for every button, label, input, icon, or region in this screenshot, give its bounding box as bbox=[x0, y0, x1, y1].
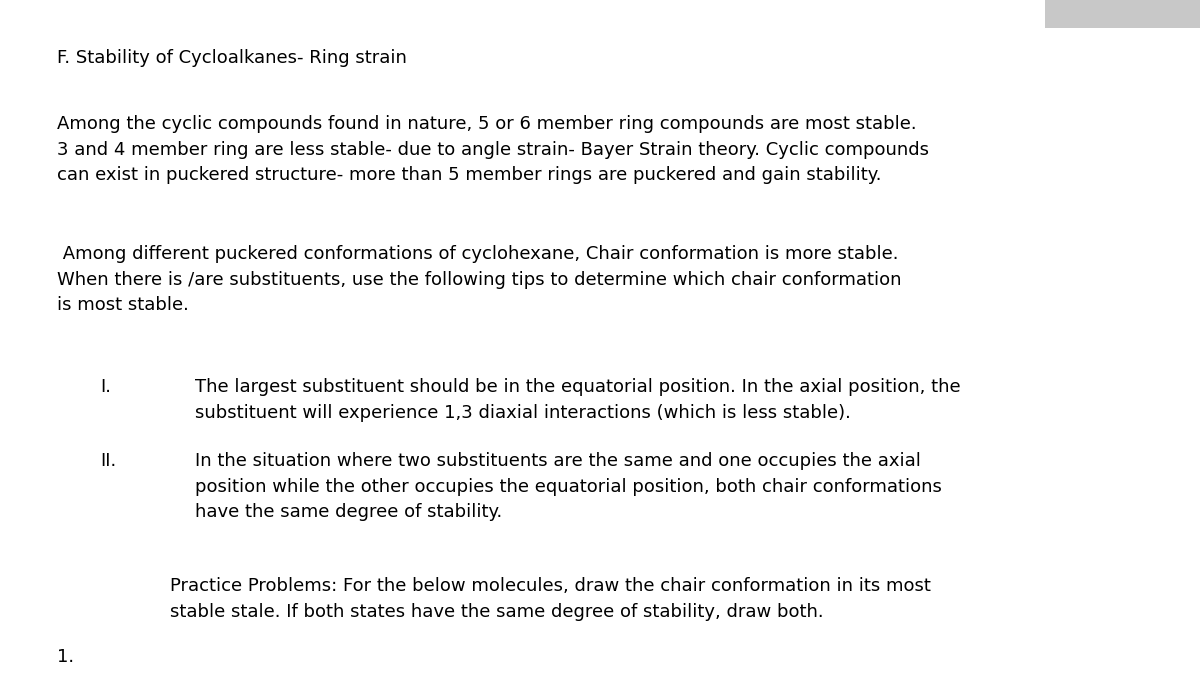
Text: Practice Problems: For the below molecules, draw the chair conformation in its m: Practice Problems: For the below molecul… bbox=[170, 577, 931, 621]
Text: In the situation where two substituents are the same and one occupies the axial
: In the situation where two substituents … bbox=[194, 452, 942, 522]
Text: Among different puckered conformations of cyclohexane, Chair conformation is mor: Among different puckered conformations o… bbox=[58, 245, 901, 314]
Text: 1.: 1. bbox=[58, 648, 74, 666]
Text: The largest substituent should be in the equatorial position. In the axial posit: The largest substituent should be in the… bbox=[194, 378, 961, 421]
Text: I.: I. bbox=[100, 378, 112, 396]
Bar bbox=[1045, 0, 1200, 28]
Text: F. Stability of Cycloalkanes- Ring strain: F. Stability of Cycloalkanes- Ring strai… bbox=[58, 49, 407, 67]
Text: II.: II. bbox=[100, 452, 116, 470]
Text: Among the cyclic compounds found in nature, 5 or 6 member ring compounds are mos: Among the cyclic compounds found in natu… bbox=[58, 115, 929, 184]
